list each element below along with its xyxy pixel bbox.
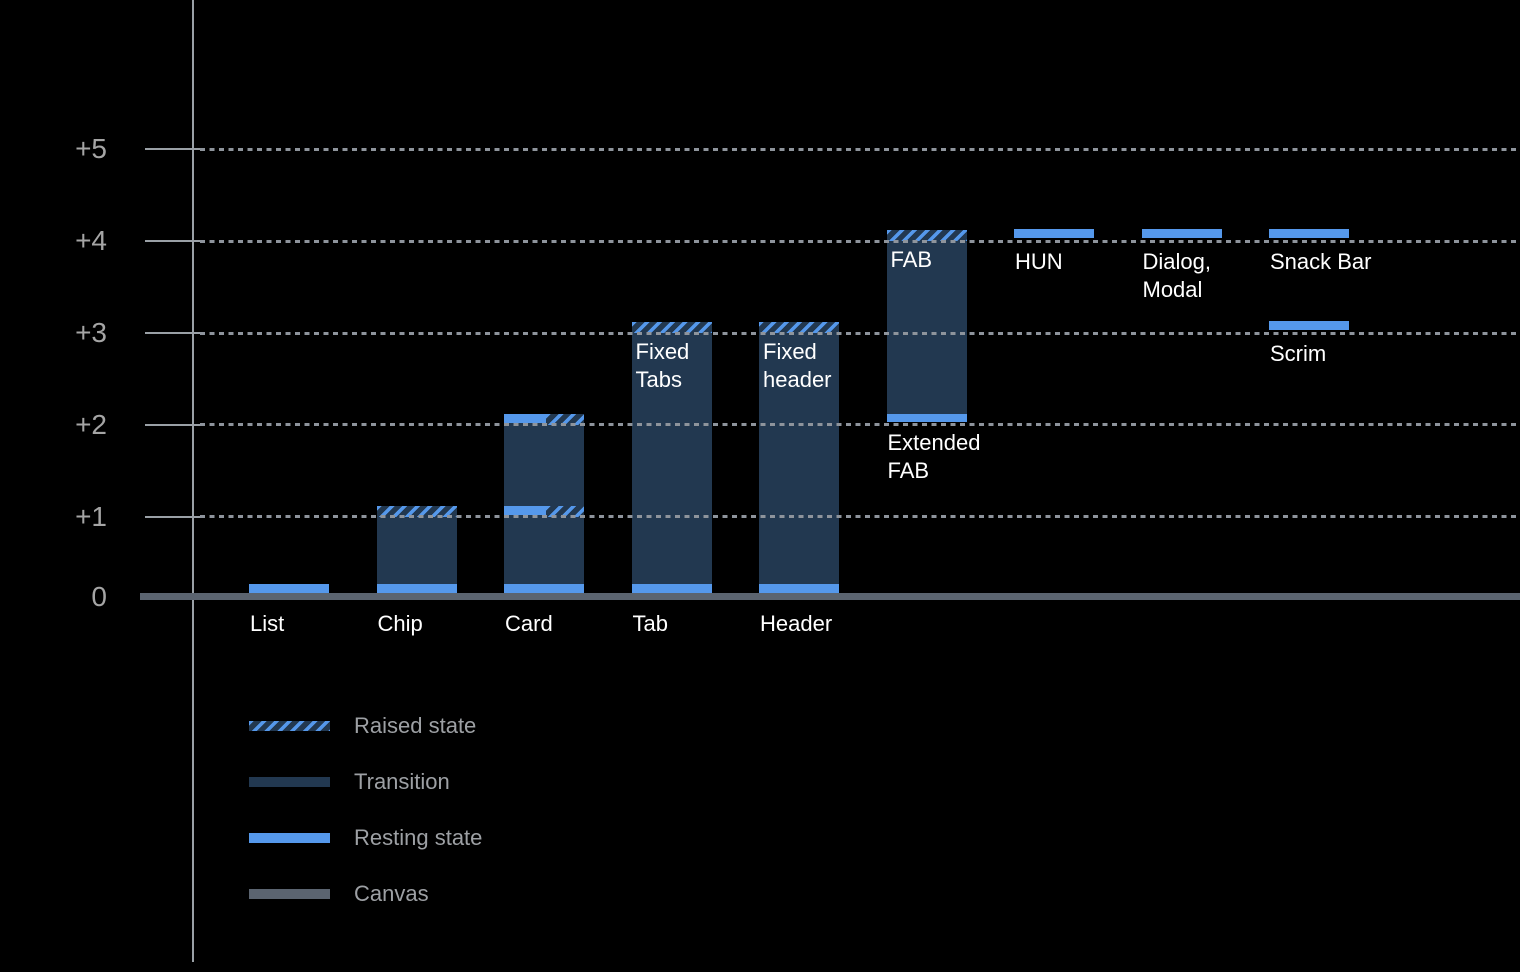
gridline-1	[200, 515, 1520, 519]
bar-header-raised	[759, 322, 839, 333]
bar-snack-bar-resting	[1269, 229, 1349, 239]
legend-label-resting-state: Resting state	[354, 825, 483, 850]
bar-list-resting-base	[249, 584, 329, 593]
gridline-3	[200, 331, 1520, 335]
y-axis-line	[192, 0, 194, 962]
legend-item-canvas: Canvas	[249, 881, 429, 906]
y-axis-tick-4	[145, 240, 200, 243]
bar-chip-raised	[376, 505, 457, 517]
y-axis-tick-label-0: 0	[91, 581, 107, 612]
gridline-4	[200, 239, 1520, 243]
bar-chip-transition	[376, 505, 457, 593]
legend-item-resting-state: Resting state	[249, 825, 482, 850]
category-label-header: Header	[760, 611, 833, 636]
y-axis-tick-label-1: +1	[75, 500, 107, 532]
bar-extended-fab-inner-label: FAB	[890, 247, 933, 273]
legend-item-transition: Transition	[249, 769, 450, 794]
legend-swatch-resting-state	[249, 833, 330, 843]
bar-tab-resting-base	[631, 584, 712, 593]
bar-dialog-modal-resting	[1141, 229, 1222, 239]
bar-chip-resting-base	[376, 584, 457, 593]
category-label-chip: Chip	[377, 611, 423, 636]
category-label-card: Card	[505, 611, 553, 636]
bar-card-resting-1	[504, 505, 546, 515]
bar-header-transition	[759, 322, 839, 593]
legend-swatch-canvas	[249, 889, 330, 899]
canvas-bar	[140, 593, 1520, 600]
bar-extended-fab-raised	[886, 230, 967, 242]
bar-header-resting-base	[759, 584, 839, 593]
bar-header-inner-label: Fixed header	[763, 339, 832, 392]
bar-card-raised-1	[545, 505, 584, 517]
bar-scrim-label: Scrim	[1270, 341, 1327, 366]
y-axis-tick-label-4: +4	[75, 225, 107, 257]
y-axis-tick-label-3: +3	[75, 317, 107, 348]
bar-dialog-modal-label: Dialog, Modal	[1142, 249, 1211, 303]
bar-snack-bar-label: Snack Bar	[1270, 249, 1372, 275]
gridline-5	[200, 147, 1520, 151]
legend-swatch-raised-state	[249, 721, 330, 731]
bar-hun-label: HUN	[1015, 249, 1063, 275]
y-axis-tick-label-2: +2	[75, 408, 107, 440]
bar-card-transition	[504, 413, 584, 593]
y-axis-tick-label-5: +5	[75, 133, 107, 165]
bar-card-resting-2	[504, 413, 546, 423]
bar-card-raised-2	[545, 413, 584, 425]
bar-extended-fab-label: Extended FAB	[887, 429, 981, 483]
category-label-tab: Tab	[632, 611, 668, 636]
y-axis-tick-1	[145, 515, 200, 518]
bar-hun-resting	[1014, 229, 1094, 239]
y-axis-tick-3	[145, 332, 200, 334]
y-axis-tick-2	[145, 423, 200, 426]
bar-tab-raised	[631, 322, 712, 333]
bar-scrim-resting	[1269, 321, 1349, 330]
legend-item-raised-state: Raised state	[249, 713, 476, 738]
legend-label-canvas: Canvas	[354, 881, 429, 906]
bar-extended-fab-resting-base	[886, 413, 967, 422]
bar-extended-fab-transition	[886, 230, 967, 422]
bar-card-resting-base	[504, 584, 584, 593]
bar-tab-inner-label: Fixed Tabs	[635, 339, 690, 392]
legend-label-transition: Transition	[354, 769, 450, 794]
legend-swatch-transition	[249, 777, 330, 787]
legend-label-raised-state: Raised state	[354, 713, 477, 738]
y-axis-tick-5	[145, 148, 200, 151]
gridline-2	[200, 423, 1520, 427]
category-label-list: List	[250, 611, 285, 636]
bar-tab-transition	[631, 322, 712, 593]
